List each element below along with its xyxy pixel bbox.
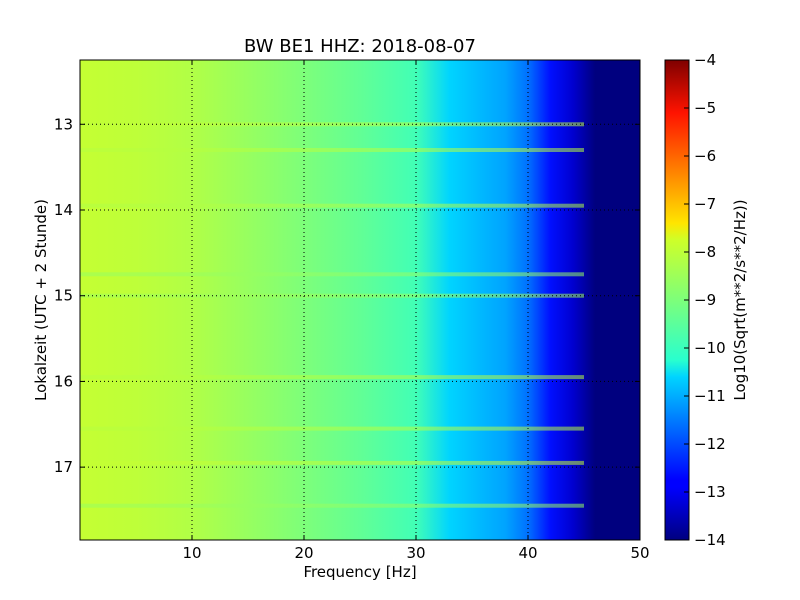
colorbar-label: Log10(Sqrt(m**2/s**2/Hz)) xyxy=(731,199,749,400)
colorbar-tick-label--9: −9 xyxy=(694,291,716,309)
x-tick-label-10: 10 xyxy=(182,544,201,562)
colorbar-tick-label--4: −4 xyxy=(694,51,716,69)
y-tick-label-14: 14 xyxy=(54,201,73,219)
hour-band-6 xyxy=(80,426,584,431)
hour-band-2 xyxy=(80,203,584,208)
hour-band-5 xyxy=(80,375,584,380)
spectrogram-plot-area xyxy=(80,60,640,540)
colorbar-tick-label--10: −10 xyxy=(694,339,726,357)
plot-frame xyxy=(79,59,641,541)
colorbar-tick-label--5: −5 xyxy=(694,99,716,117)
y-tick-label-17: 17 xyxy=(54,458,73,476)
x-tick-label-40: 40 xyxy=(518,544,537,562)
x-tick-label-50: 50 xyxy=(630,544,649,562)
colorbar-tick-label--11: −11 xyxy=(694,387,726,405)
colorbar-tick-label--6: −6 xyxy=(694,147,716,165)
colorbar-ticks: −4 −5 −6 −7 −8 −9 −10 −11 −12 −13 −14 xyxy=(684,51,726,549)
colorbar-tick-label--14: −14 xyxy=(694,531,726,549)
y-tick-label-13: 13 xyxy=(54,115,73,133)
chart-title: BW BE1 HHZ: 2018-08-07 xyxy=(244,36,476,57)
hour-band-7 xyxy=(80,460,584,465)
y-tick-label-15: 15 xyxy=(54,287,73,305)
colorbar-tick-label--13: −13 xyxy=(694,483,726,501)
colorbar-tick-label--7: −7 xyxy=(694,195,716,213)
x-axis: 10 20 30 40 50 xyxy=(182,60,650,562)
y-axis-label: Lokalzeit (UTC + 2 Stunde) xyxy=(32,199,50,401)
y-axis: 13 14 15 16 17 xyxy=(54,115,640,476)
hour-band-3 xyxy=(80,272,584,277)
x-axis-label: Frequency [Hz] xyxy=(303,563,416,581)
colorbar-tick-label--8: −8 xyxy=(694,243,716,261)
hour-band-8 xyxy=(80,503,584,508)
hour-band-1 xyxy=(80,148,584,152)
grid-lines xyxy=(80,60,640,540)
colorbar-tick-label--12: −12 xyxy=(694,435,726,453)
x-tick-label-30: 30 xyxy=(406,544,425,562)
y-tick-label-16: 16 xyxy=(54,372,73,390)
spectrogram-heatmap xyxy=(80,60,640,540)
x-tick-label-20: 20 xyxy=(294,544,313,562)
